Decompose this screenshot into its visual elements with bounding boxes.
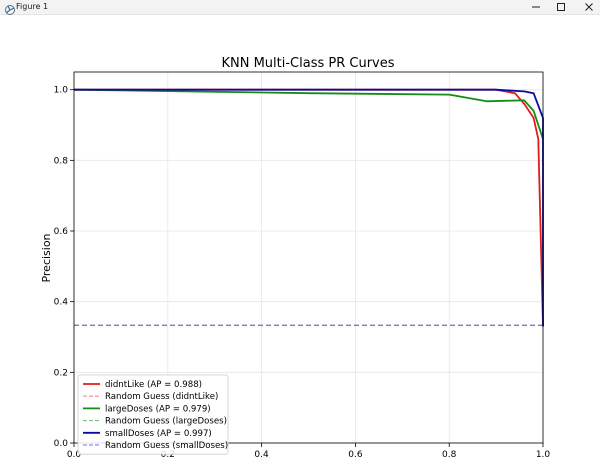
y-tick-label: 1.0 — [54, 86, 69, 96]
y-axis-label: Precision — [40, 233, 53, 282]
legend-box — [77, 374, 229, 455]
series-line-2 — [73, 88, 544, 140]
x-tick-label: 0.8 — [442, 450, 457, 459]
legend-label: Random Guess (largeDoses) — [105, 417, 227, 427]
plot-frame — [73, 71, 544, 444]
legend-label: largeDoses (AP = 0.979) — [105, 404, 211, 414]
y-tick-label: 0.8 — [54, 156, 69, 166]
matplotlib-figure-icon — [4, 1, 16, 15]
figure-canvas: KNN Multi-Class PR Curves Precision 0.0 0… — [0, 15, 600, 459]
legend-label: didntLike (AP = 0.988) — [105, 380, 202, 390]
series-lines — [73, 88, 544, 327]
y-tick-label: 0.6 — [54, 227, 69, 237]
close-icon — [585, 3, 593, 11]
close-button[interactable] — [573, 0, 600, 14]
x-tick-label: 0.6 — [348, 450, 363, 459]
series-line-4 — [74, 88, 544, 327]
maximize-button[interactable] — [545, 0, 577, 14]
window-titlebar: Figure 1 — [0, 0, 600, 15]
minimize-button[interactable] — [520, 0, 552, 14]
window-title: Figure 1 — [16, 2, 49, 11]
legend-label: Random Guess (didntLike) — [105, 392, 218, 402]
x-tick-label: 1.0 — [536, 450, 551, 459]
y-tick-label: 0.0 — [54, 439, 69, 449]
chart-title: KNN Multi-Class PR Curves — [221, 56, 394, 71]
x-tick-label: 0.0 — [67, 450, 82, 459]
maximize-icon — [557, 3, 565, 11]
legend-label: smallDoses (AP = 0.997) — [105, 429, 212, 439]
legend-label: Random Guess (smallDoses) — [105, 441, 228, 451]
pr-curve-chart: KNN Multi-Class PR Curves Precision 0.0 0… — [40, 56, 551, 459]
series-line-0 — [74, 88, 544, 327]
minimize-icon — [532, 6, 540, 8]
legend: didntLike (AP = 0.988) Random Guess (didn… — [77, 374, 229, 455]
y-tick-label: 0.2 — [54, 368, 68, 378]
x-tick-label: 0.4 — [254, 450, 269, 459]
y-tick-label: 0.4 — [54, 298, 69, 308]
